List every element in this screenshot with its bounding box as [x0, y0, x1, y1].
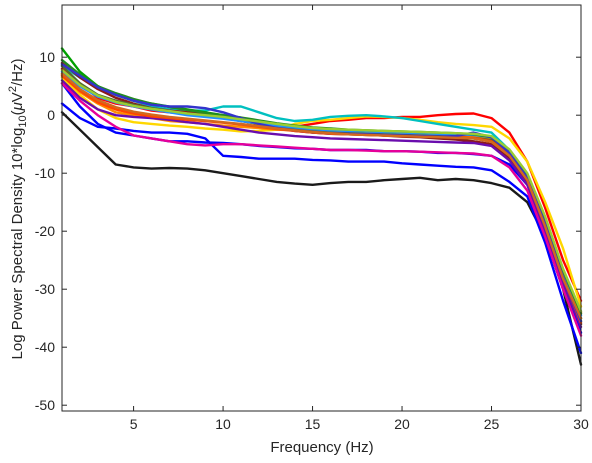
series-line-17: [60, 72, 583, 320]
plot-frame: [61, 4, 582, 412]
series-layer: [60, 47, 583, 366]
x-tick-label: 15: [305, 416, 321, 432]
y-tick-label: 0: [47, 107, 55, 123]
axes: [61, 4, 582, 412]
series-line-6: [60, 64, 583, 326]
x-tick-label: 20: [394, 416, 410, 432]
x-axis-label: Frequency (Hz): [270, 439, 373, 456]
series-line-2: [60, 102, 583, 355]
series-line-8: [60, 73, 583, 314]
series-line-1: [60, 111, 583, 366]
series-line-10: [60, 79, 583, 329]
y-axis-label: Log Power Spectral Density 10*log10(μV2/…: [7, 59, 29, 360]
x-tick-label: 30: [573, 416, 589, 432]
x-tick-label: 5: [130, 416, 138, 432]
y-tick-label: -10: [35, 165, 55, 181]
x-tick-label: 10: [215, 416, 231, 432]
ticks: 5 10 15 20 25 30 10 0 -10 -20 -30 -40 -50: [35, 5, 589, 432]
series-line-13: [60, 70, 583, 317]
series-line-11: [60, 82, 583, 337]
series-line-16: [60, 62, 583, 323]
y-tick-label: -20: [35, 223, 55, 239]
y-tick-label: -30: [35, 281, 55, 297]
series-line-5: [60, 76, 583, 308]
y-tick-label: -50: [35, 397, 55, 413]
y-tick-label: -40: [35, 339, 55, 355]
series-line-18: [60, 68, 583, 313]
y-tick-label: 10: [39, 49, 55, 65]
x-tick-label: 25: [484, 416, 500, 432]
